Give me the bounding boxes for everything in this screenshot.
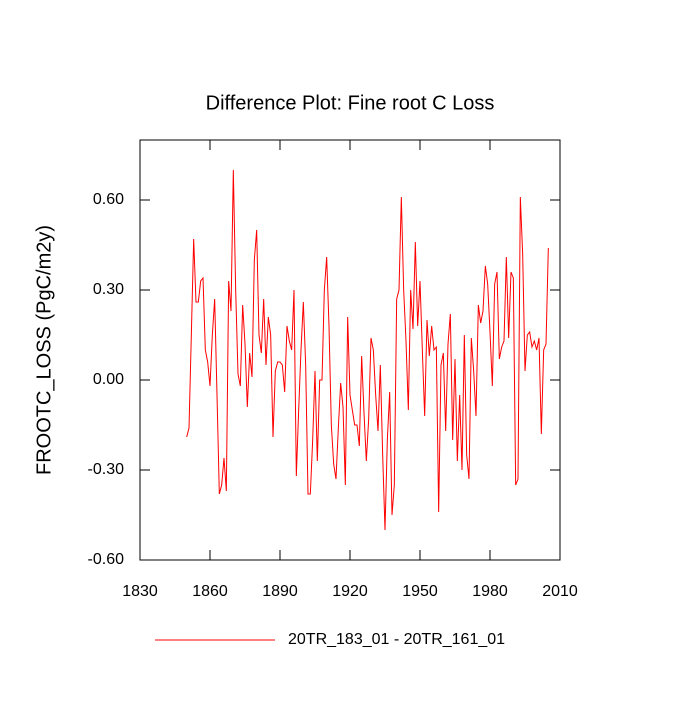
x-tick-label: 1950 xyxy=(402,583,438,600)
chart-title: Difference Plot: Fine root C Loss xyxy=(206,92,495,114)
x-tick-label: 2010 xyxy=(542,583,578,600)
x-tick-label: 1920 xyxy=(332,583,368,600)
x-tick-label: 1830 xyxy=(122,583,158,600)
y-tick-label: 0.60 xyxy=(93,191,124,208)
plot-frame xyxy=(139,139,561,561)
y-tick-label: 0.00 xyxy=(93,371,124,388)
legend-label: 20TR_183_01 - 20TR_161_01 xyxy=(288,631,505,648)
y-axis-label: FROOTC_LOSS (PgC/m2y) xyxy=(33,225,55,475)
x-tick-label: 1860 xyxy=(192,583,228,600)
y-tick-label: 0.30 xyxy=(93,281,124,298)
y-tick-label: -0.30 xyxy=(88,461,125,478)
data-line xyxy=(186,169,549,531)
x-tick-label: 1890 xyxy=(262,583,298,600)
y-tick-label: -0.60 xyxy=(88,551,125,568)
x-tick-label: 1980 xyxy=(472,583,508,600)
